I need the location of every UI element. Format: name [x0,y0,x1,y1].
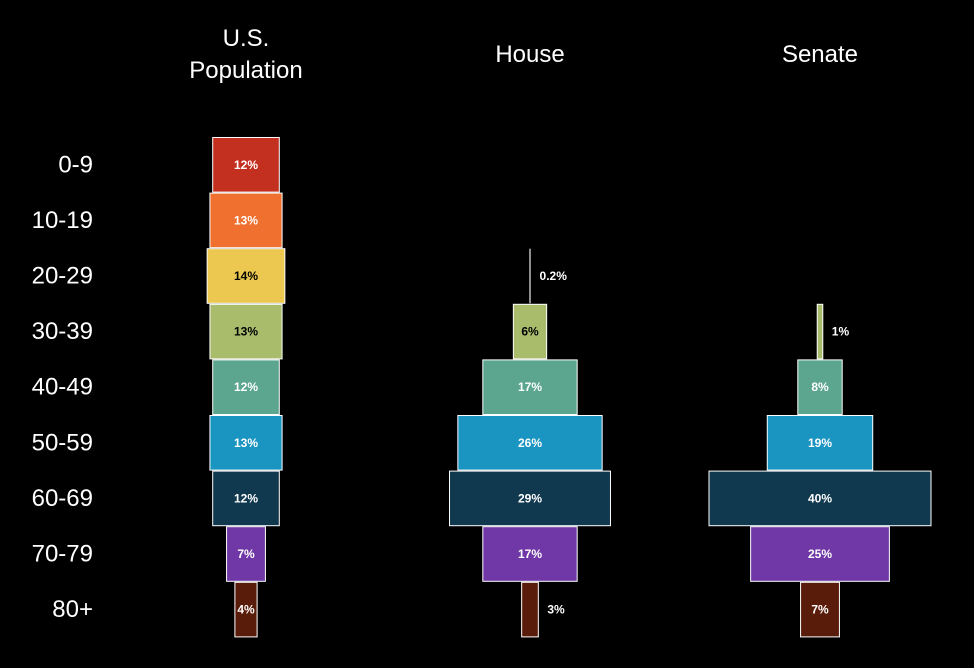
age-label: 50-59 [32,429,93,456]
bar-value-label: 3% [547,603,565,617]
bar-value-label: 29% [518,491,542,505]
bar [482,359,578,415]
bar [816,303,824,360]
bar-value-label: 26% [518,436,542,450]
bar [209,303,283,360]
bar-value-label: 8% [811,380,829,394]
bar [482,526,578,582]
bar-value-label: 13% [234,325,258,339]
series-group: 12% 13% 14% 13% 12% 13% 12% 7% 4% [206,137,286,638]
age-label: 20-29 [32,263,93,290]
bar [212,137,280,193]
bar [457,415,603,471]
bar-value-label: 17% [518,380,542,394]
bar [234,581,258,638]
bar [212,359,280,415]
panel-title-line: U.S. [223,25,270,52]
bar [209,192,283,249]
bar-value-label: 7% [811,603,829,617]
bar [750,526,890,582]
series-group: 1% 8% 19% 40% 25% 7% [708,303,932,638]
panel-title-line: Population [189,57,302,84]
age-label: 80+ [52,596,93,623]
bar-value-label: 7% [237,547,255,561]
age-label: 40-49 [32,374,93,401]
bar-value-label: 14% [234,269,258,283]
bar [708,470,932,527]
bars: 12% 13% 14% 13% 12% 13% 12% 7% 4% 0.2% 6% 17% 26% 29%… [206,137,932,638]
series-group: 0.2% 6% 17% 26% 29% 17% 3% [449,248,611,638]
bar-value-label: 40% [808,491,832,505]
bar [449,470,611,527]
bar [800,581,840,638]
bar [209,415,283,471]
panel-title-line: Senate [782,41,858,68]
bar [529,248,531,304]
bar-value-label: 4% [237,603,255,617]
bar [512,303,548,360]
bar-value-label: 17% [518,547,542,561]
bar [226,526,266,582]
bar [521,581,539,638]
bar [766,415,874,471]
bar-value-label: 1% [832,325,850,339]
panel-title-line: House [495,41,564,68]
bar-value-label: 13% [234,213,258,227]
bar-value-label: 25% [808,547,832,561]
age-label: 60-69 [32,485,93,512]
bar-value-label: 6% [521,325,539,339]
age-label: 30-39 [32,318,93,345]
bar-value-label: 12% [234,158,258,172]
age-label: 0-9 [58,151,93,178]
age-axis-labels: 0-9 10-19 20-29 30-39 40-49 50-59 60-69 70-79 80… [32,151,93,623]
bar-value-label: 19% [808,436,832,450]
age-label: 70-79 [32,541,93,568]
bar-value-label: 13% [234,436,258,450]
age-label: 10-19 [32,207,93,234]
bar-value-label: 12% [234,491,258,505]
bar-value-label: 0.2% [540,269,568,283]
panel-titles: U.S. Population House Senate [189,25,858,84]
bar-value-label: 12% [234,380,258,394]
bar [212,470,280,527]
bar [797,359,843,415]
bar [206,248,286,304]
